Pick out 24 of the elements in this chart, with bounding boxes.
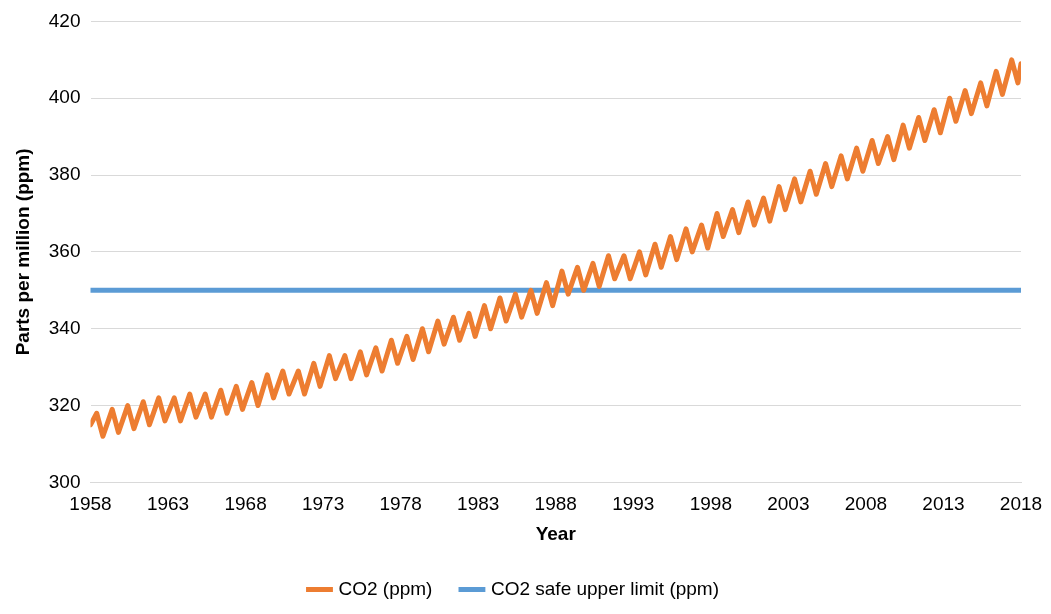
x-tick-label: 2008 bbox=[844, 493, 888, 515]
y-tick-label: 360 bbox=[48, 240, 81, 262]
x-tick-label: 1993 bbox=[612, 493, 655, 515]
x-tick-label: 1983 bbox=[457, 493, 500, 515]
x-tick-label: 1968 bbox=[224, 493, 267, 515]
y-tick-label: 400 bbox=[48, 86, 81, 108]
x-tick-label: 2013 bbox=[922, 493, 965, 515]
y-axis-title: Parts per million (ppm) bbox=[11, 148, 33, 356]
x-tick-label: 2018 bbox=[999, 493, 1043, 515]
y-tick-label: 320 bbox=[48, 393, 81, 415]
y-tick-label: 380 bbox=[48, 163, 81, 185]
x-axis-title: Year bbox=[535, 522, 577, 544]
y-tick-label: 420 bbox=[48, 9, 81, 31]
x-tick-label: 1998 bbox=[689, 493, 732, 515]
x-tick-label: 1973 bbox=[301, 493, 345, 515]
y-tick-label: 340 bbox=[48, 316, 81, 338]
x-tick-label: 2003 bbox=[767, 493, 810, 515]
x-tick-label: 1963 bbox=[146, 493, 190, 515]
x-tick-label: 1988 bbox=[534, 493, 577, 515]
x-tick-label: 1978 bbox=[379, 493, 422, 515]
x-tick-label: 1958 bbox=[69, 493, 112, 515]
y-tick-label: 300 bbox=[48, 470, 81, 492]
legend-label: CO2 (ppm) bbox=[338, 577, 433, 599]
legend-label: CO2 safe upper limit (ppm) bbox=[490, 577, 720, 599]
